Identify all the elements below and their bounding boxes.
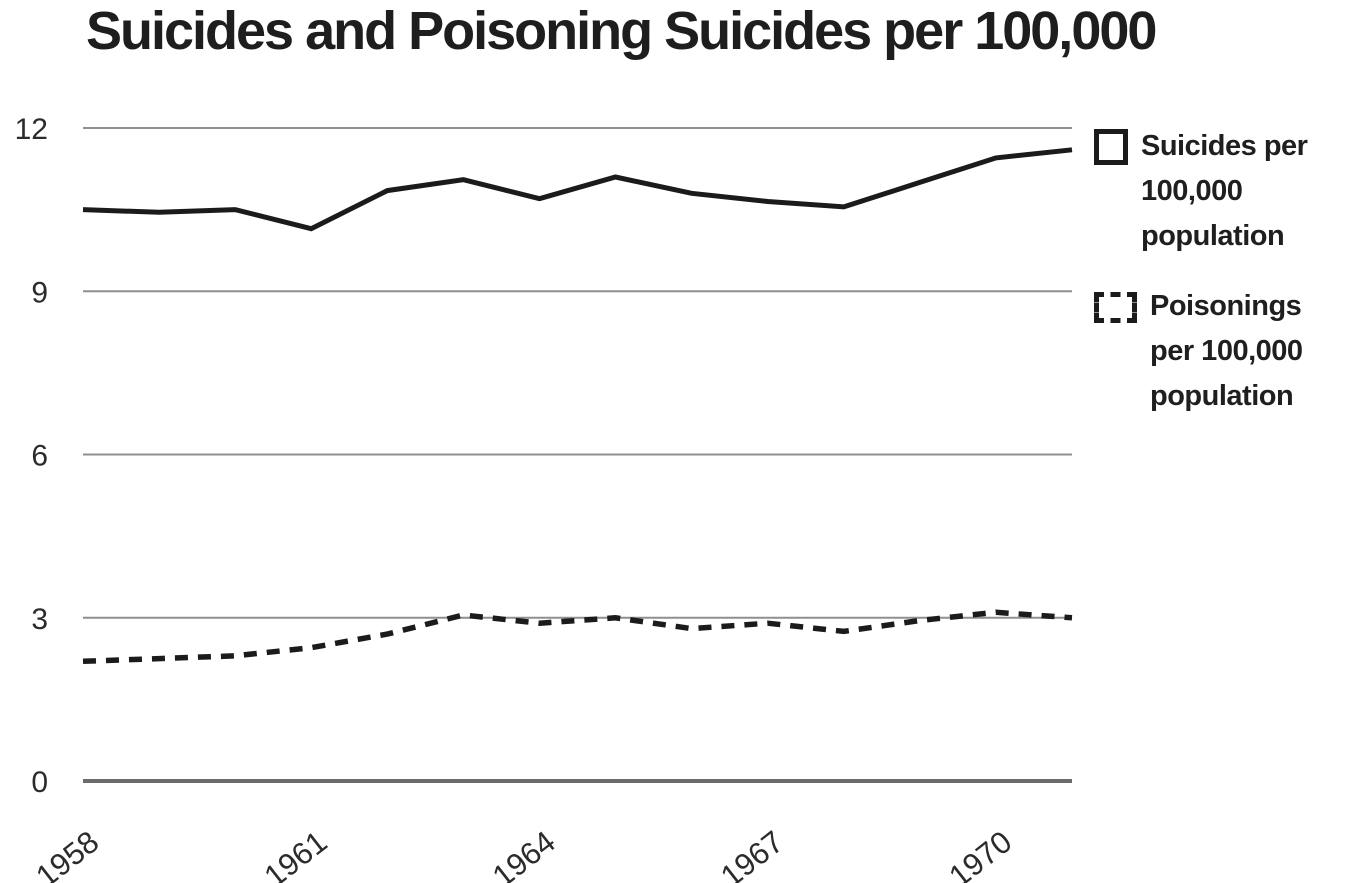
x-tick-label-1964: 1964 [486,824,562,883]
x-tick-label-1970: 1970 [942,824,1018,883]
y-tick-label-3: 3 [31,603,48,636]
legend-label-suicides: Suicides per 100,000 population [1141,130,1308,252]
x-tick-label-1967: 1967 [714,824,790,883]
x-tick-label-1958: 1958 [29,824,105,883]
y-tick-label-12: 12 [15,113,48,146]
chart-title: Suicides and Poisoning Suicides per 100,… [86,1,1157,61]
dashed-line-swatch-icon [1094,292,1137,323]
legend-item-poisonings: Poisonings per 100,000 population [1094,284,1330,419]
legend-item-suicides: Suicides per 100,000 population [1094,124,1321,259]
y-tick-label-0: 0 [31,766,48,799]
series-line-solid [82,147,1073,232]
legend-label-poisonings: Poisonings per 100,000 population [1150,290,1303,412]
series-line-dashed [82,609,1073,665]
solid-line-swatch-icon [1094,129,1128,165]
y-tick-label-6: 6 [31,440,48,473]
x-tick-label-1961: 1961 [258,824,334,883]
y-tick-label-9: 9 [31,276,48,309]
